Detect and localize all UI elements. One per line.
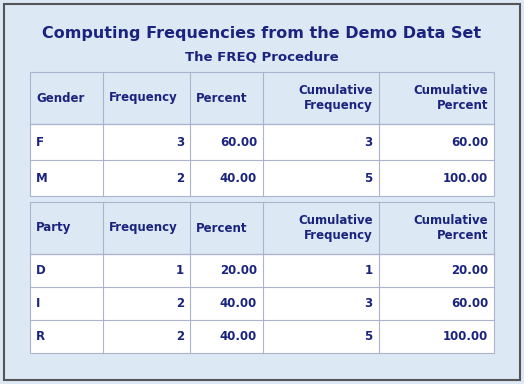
Text: 3: 3 [365,297,373,310]
Text: 2: 2 [176,172,184,184]
Text: 5: 5 [364,172,373,184]
Text: 3: 3 [365,136,373,149]
Text: M: M [36,172,48,184]
Text: 2: 2 [176,330,184,343]
Text: 2: 2 [176,297,184,310]
Text: Cumulative
Percent: Cumulative Percent [413,214,488,242]
Text: Percent: Percent [196,222,248,235]
Text: 60.00: 60.00 [451,136,488,149]
Text: Party: Party [36,222,71,235]
Text: Percent: Percent [196,91,248,104]
Text: Cumulative
Frequency: Cumulative Frequency [298,84,373,112]
Text: 20.00: 20.00 [451,264,488,277]
Text: 100.00: 100.00 [443,330,488,343]
Text: Cumulative
Frequency: Cumulative Frequency [298,214,373,242]
Text: 60.00: 60.00 [451,297,488,310]
Text: 40.00: 40.00 [220,172,257,184]
Bar [30,202,494,353]
Bar [30,72,494,124]
Text: 1: 1 [176,264,184,277]
Text: Gender: Gender [36,91,84,104]
Text: 40.00: 40.00 [220,297,257,310]
Bar [30,320,494,353]
Text: 100.00: 100.00 [443,172,488,184]
Bar [30,124,494,160]
Text: F: F [36,136,44,149]
Text: 1: 1 [365,264,373,277]
Text: D: D [36,264,46,277]
Bar [30,72,494,196]
Bar [30,287,494,320]
Text: The FREQ Procedure: The FREQ Procedure [185,50,339,63]
Text: I: I [36,297,40,310]
Text: Frequency: Frequency [109,91,178,104]
Bar [30,202,494,254]
Text: Computing Frequencies from the Demo Data Set: Computing Frequencies from the Demo Data… [42,26,482,41]
Text: Cumulative
Percent: Cumulative Percent [413,84,488,112]
Text: 3: 3 [176,136,184,149]
Text: 40.00: 40.00 [220,330,257,343]
Bar [30,254,494,287]
Text: Frequency: Frequency [109,222,178,235]
Bar [30,160,494,196]
Text: R: R [36,330,45,343]
Text: 20.00: 20.00 [220,264,257,277]
Text: 60.00: 60.00 [220,136,257,149]
Text: 5: 5 [364,330,373,343]
